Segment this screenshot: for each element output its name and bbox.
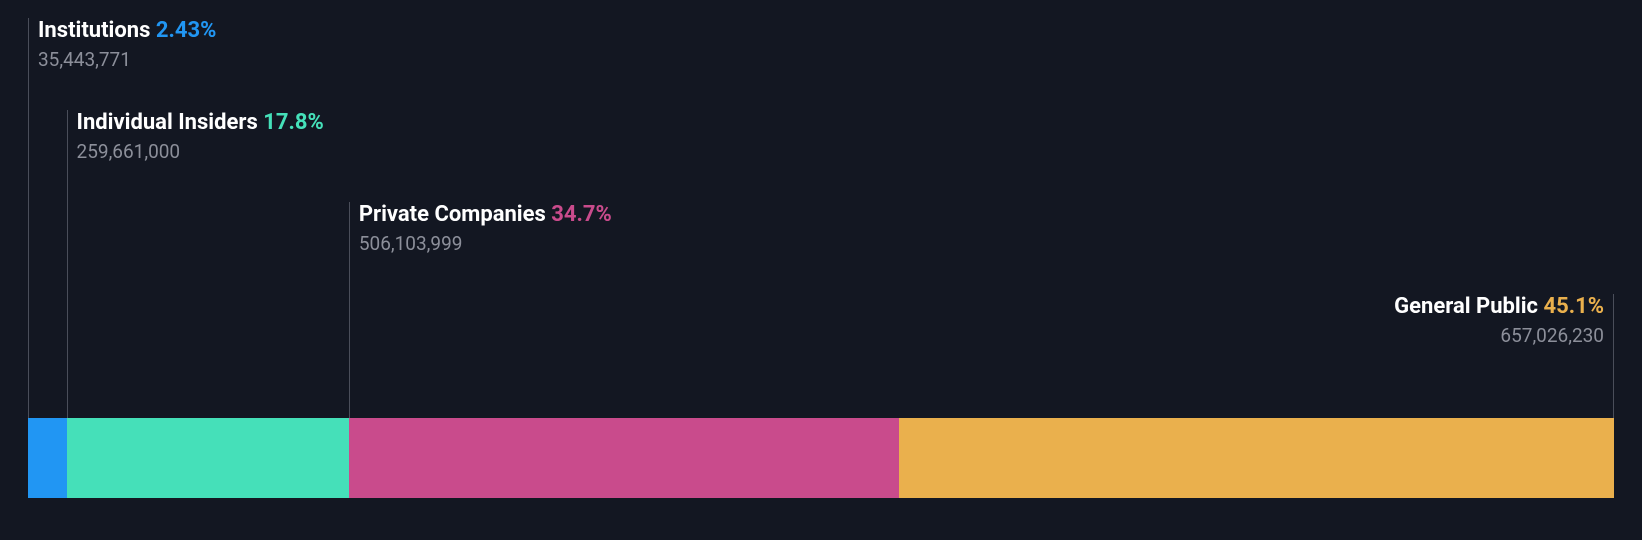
segment-value: 657,026,230 <box>1394 324 1604 347</box>
bar-segment-institutions <box>28 418 67 498</box>
leader-line <box>349 202 350 418</box>
segment-title-line: Private Companies 34.7% <box>359 202 612 228</box>
label-private-companies: Private Companies 34.7% 506,103,999 <box>359 202 612 255</box>
label-institutions: Institutions 2.43% 35,443,771 <box>38 18 216 71</box>
segment-name: Institutions <box>38 18 150 43</box>
ownership-stacked-bar-chart: Institutions 2.43% 35,443,771 Individual I… <box>28 0 1614 498</box>
bar-segment-individual-insiders <box>67 418 349 498</box>
leader-line <box>67 110 68 418</box>
leader-line <box>1613 294 1614 418</box>
segment-name: Individual Insiders <box>77 110 258 135</box>
segment-title-line: Institutions 2.43% <box>38 18 216 44</box>
segment-title-line: General Public 45.1% <box>1394 294 1604 320</box>
segment-value: 35,443,771 <box>38 48 216 71</box>
bar-segment-private-companies <box>349 418 899 498</box>
segment-value: 506,103,999 <box>359 232 612 255</box>
segment-name: Private Companies <box>359 202 546 227</box>
bar-track <box>28 418 1614 498</box>
segment-percent: 2.43% <box>156 18 217 43</box>
segment-percent: 45.1% <box>1543 294 1604 319</box>
segment-percent: 34.7% <box>551 202 612 227</box>
label-general-public: General Public 45.1% 657,026,230 <box>1394 294 1604 347</box>
segment-title-line: Individual Insiders 17.8% <box>77 110 324 136</box>
label-individual-insiders: Individual Insiders 17.8% 259,661,000 <box>77 110 324 163</box>
segment-name: General Public <box>1394 294 1538 319</box>
segment-percent: 17.8% <box>263 110 324 135</box>
segment-value: 259,661,000 <box>77 140 324 163</box>
bar-segment-general-public <box>899 418 1614 498</box>
leader-line <box>28 18 29 418</box>
